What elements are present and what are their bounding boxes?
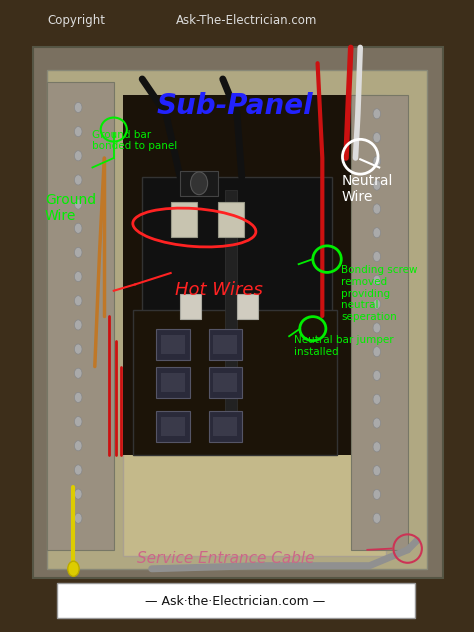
- Text: Ground
Wire: Ground Wire: [45, 193, 96, 223]
- Bar: [161, 373, 185, 392]
- Circle shape: [373, 442, 381, 452]
- Bar: [156, 411, 190, 442]
- Circle shape: [74, 513, 82, 523]
- Circle shape: [74, 344, 82, 354]
- Circle shape: [74, 150, 82, 161]
- Circle shape: [373, 228, 381, 238]
- Circle shape: [74, 416, 82, 427]
- Bar: [156, 367, 190, 398]
- Bar: [123, 95, 386, 556]
- Bar: [209, 367, 242, 398]
- Circle shape: [373, 418, 381, 428]
- Circle shape: [373, 276, 381, 286]
- Text: Neutral
Wire: Neutral Wire: [341, 174, 392, 204]
- Circle shape: [74, 441, 82, 451]
- Circle shape: [74, 465, 82, 475]
- Bar: [180, 171, 218, 196]
- Circle shape: [191, 172, 208, 195]
- Bar: [209, 411, 242, 442]
- Text: Hot Wires: Hot Wires: [175, 281, 263, 299]
- Circle shape: [74, 392, 82, 403]
- Bar: [180, 294, 201, 319]
- Circle shape: [373, 394, 381, 404]
- Circle shape: [373, 299, 381, 309]
- Circle shape: [373, 252, 381, 262]
- Bar: [47, 82, 114, 550]
- Circle shape: [74, 199, 82, 209]
- Text: Neutral bar jumper
installed: Neutral bar jumper installed: [294, 335, 393, 356]
- Text: Service Entrance Cable: Service Entrance Cable: [137, 551, 315, 566]
- Bar: [213, 335, 237, 354]
- Text: — Ask·the·Electrician.com —: — Ask·the·Electrician.com —: [137, 595, 333, 607]
- Bar: [142, 177, 332, 316]
- Text: Ground bar
bonded to panel: Ground bar bonded to panel: [92, 130, 178, 151]
- Text: Bonding screw
removed
providing
neutral
seperation: Bonding screw removed providing neutral …: [341, 265, 418, 322]
- Bar: [133, 310, 337, 455]
- Bar: [213, 417, 237, 436]
- Bar: [47, 70, 427, 569]
- Bar: [209, 329, 242, 360]
- Circle shape: [74, 489, 82, 499]
- Circle shape: [373, 156, 381, 166]
- Circle shape: [373, 346, 381, 356]
- Circle shape: [373, 370, 381, 380]
- Text: Sub-Panel: Sub-Panel: [156, 92, 313, 119]
- Circle shape: [373, 489, 381, 499]
- Circle shape: [74, 247, 82, 257]
- Bar: [218, 202, 244, 237]
- Circle shape: [74, 223, 82, 233]
- Circle shape: [373, 204, 381, 214]
- Circle shape: [373, 109, 381, 119]
- Bar: [225, 190, 237, 442]
- Circle shape: [74, 175, 82, 185]
- Circle shape: [373, 466, 381, 476]
- Circle shape: [74, 272, 82, 282]
- Circle shape: [74, 296, 82, 306]
- Bar: [161, 335, 185, 354]
- Bar: [57, 583, 415, 618]
- Text: Ask-The-Electrician.com: Ask-The-Electrician.com: [176, 14, 317, 27]
- Circle shape: [373, 513, 381, 523]
- Bar: [156, 329, 190, 360]
- Bar: [351, 95, 408, 550]
- Bar: [33, 47, 443, 578]
- Circle shape: [68, 561, 79, 576]
- Circle shape: [74, 368, 82, 379]
- Bar: [171, 202, 197, 237]
- Text: Copyright: Copyright: [47, 14, 105, 27]
- Circle shape: [373, 323, 381, 333]
- Bar: [237, 294, 258, 319]
- Circle shape: [74, 320, 82, 330]
- Bar: [123, 95, 386, 455]
- Circle shape: [74, 102, 82, 112]
- Circle shape: [373, 180, 381, 190]
- Bar: [161, 417, 185, 436]
- Circle shape: [373, 133, 381, 143]
- Circle shape: [74, 126, 82, 137]
- Bar: [213, 373, 237, 392]
